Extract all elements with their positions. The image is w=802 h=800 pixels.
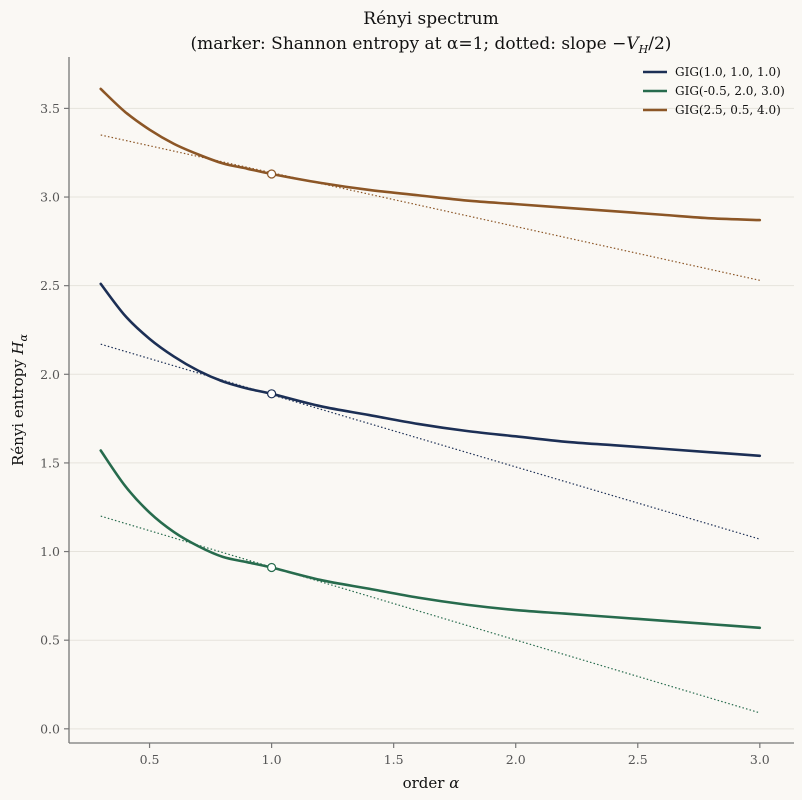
x-tick-label: 0.5 [140, 752, 160, 767]
x-tick-label: 2.0 [506, 752, 526, 767]
x-tick-label: 1.5 [384, 752, 404, 767]
y-tick-label: 2.0 [40, 367, 60, 382]
legend-label-2: GIG(-0.5, 2.0, 3.0) [675, 84, 785, 98]
x-tick-label: 1.0 [262, 752, 282, 767]
y-axis-ticks: 0.0 0.5 1.0 1.5 2.0 2.5 3.0 3.5 [40, 101, 69, 736]
y-tick-label: 3.0 [40, 190, 60, 205]
shannon-markers [267, 169, 277, 573]
shannon-marker-2 [267, 562, 277, 573]
series-line-1 [99, 282, 762, 458]
shannon-marker-3 [267, 169, 277, 179]
y-axis-label: Rényi entropy Hα [9, 333, 30, 466]
y-tick-label: 2.5 [40, 278, 60, 293]
legend: GIG(1.0, 1.0, 1.0) GIG(-0.5, 2.0, 3.0) GIG… [643, 65, 785, 117]
x-tick-label: 3.0 [750, 752, 770, 767]
y-tick-label: 3.5 [40, 101, 60, 116]
grid-lines [69, 107, 794, 730]
x-axis-ticks: 0.5 1.0 1.5 2.0 2.5 3.0 [140, 743, 770, 767]
tangent-lines [100, 134, 760, 714]
x-axis-label: order α [403, 774, 460, 792]
legend-label-3: GIG(2.5, 0.5, 4.0) [675, 103, 781, 117]
tangent-line-1 [100, 343, 760, 540]
chart-subtitle: (marker: Shannon entropy at α=1; dotted:… [191, 34, 672, 56]
tangent-line-3 [100, 134, 760, 281]
y-tick-label: 1.0 [40, 544, 60, 559]
entropy-curves [99, 87, 762, 630]
chart-title: Rényi spectrum [363, 9, 498, 29]
series-line-3 [99, 87, 762, 222]
shannon-marker-1 [267, 389, 277, 399]
series-line-2 [99, 449, 762, 630]
y-tick-label: 0.5 [40, 633, 60, 648]
x-tick-label: 2.5 [628, 752, 648, 767]
legend-label-1: GIG(1.0, 1.0, 1.0) [675, 65, 781, 79]
y-tick-label: 1.5 [40, 455, 60, 470]
y-tick-label: 0.0 [40, 721, 60, 736]
